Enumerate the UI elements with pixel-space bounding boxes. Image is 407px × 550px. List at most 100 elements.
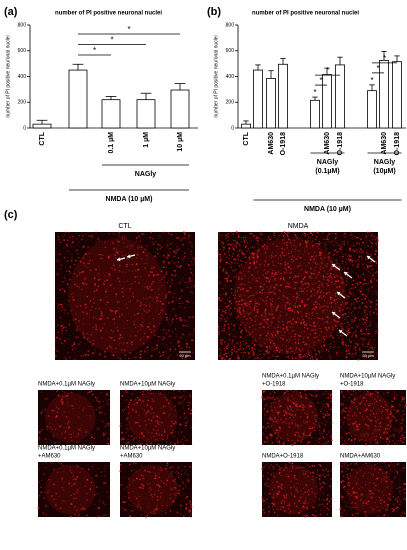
nucleus-dot <box>309 498 311 500</box>
nucleus-dot <box>302 233 304 235</box>
nucleus-dot <box>277 271 280 273</box>
nucleus-dot <box>348 345 350 347</box>
nucleus-dot <box>218 328 220 330</box>
nucleus-dot <box>222 288 224 290</box>
nucleus-dot <box>228 251 230 253</box>
nucleus-dot <box>156 415 158 418</box>
nucleus-dot <box>350 231 352 233</box>
nucleus-dot <box>143 297 145 299</box>
nucleus-dot <box>48 478 50 481</box>
nucleus-dot <box>81 468 83 470</box>
nucleus-dot <box>324 336 326 338</box>
nucleus-dot <box>73 478 76 480</box>
nucleus-dot <box>354 286 357 288</box>
nucleus-dot <box>189 396 192 398</box>
nucleus-dot <box>80 424 82 426</box>
nucleus-dot <box>53 409 56 412</box>
nucleus-dot <box>106 271 108 274</box>
nucleus-dot <box>370 246 373 248</box>
nucleus-dot <box>348 258 350 261</box>
nucleus-dot <box>92 339 95 342</box>
nucleus-dot <box>98 400 101 403</box>
nucleus-dot <box>157 484 160 487</box>
nucleus-dot <box>67 404 70 406</box>
y-axis-label: number of PI positive neuronal nuclei <box>213 35 219 117</box>
nucleus-dot <box>376 426 378 428</box>
nucleus-dot <box>303 305 306 308</box>
nucleus-dot <box>309 257 310 259</box>
nucleus-dot <box>301 301 304 303</box>
nucleus-dot <box>190 505 192 507</box>
nucleus-dot <box>313 514 316 517</box>
nucleus-dot <box>322 285 324 288</box>
nucleus-dot <box>264 259 266 262</box>
nucleus-dot <box>112 243 114 245</box>
nucleus-dot <box>286 301 289 304</box>
nucleus-dot <box>151 346 153 348</box>
nucleus-dot <box>61 287 64 290</box>
nucleus-dot <box>318 478 321 480</box>
nucleus-dot <box>280 501 283 504</box>
nucleus-dot <box>143 408 145 410</box>
nucleus-dot <box>242 308 245 310</box>
nucleus-dot <box>183 412 186 415</box>
nucleus-dot <box>355 434 357 436</box>
nucleus-dot <box>189 280 191 283</box>
nucleus-dot <box>182 280 184 282</box>
nucleus-dot <box>315 394 318 397</box>
nucleus-dot <box>224 281 226 283</box>
nucleus-dot <box>239 288 242 291</box>
nucleus-dot <box>273 332 275 334</box>
nucleus-dot <box>73 343 76 346</box>
nucleus-dot <box>277 331 279 333</box>
nucleus-dot <box>146 262 148 264</box>
nucleus-dot <box>299 483 301 485</box>
nucleus-dot <box>245 261 247 264</box>
nucleus-dot <box>148 431 150 433</box>
nucleus-dot <box>317 349 319 352</box>
nucleus-dot <box>339 425 342 428</box>
nucleus-dot <box>326 440 328 443</box>
nucleus-dot <box>353 390 355 392</box>
nucleus-dot <box>129 401 131 404</box>
nucleus-dot <box>330 439 333 442</box>
nucleus-dot <box>280 349 282 351</box>
nucleus-dot <box>88 235 90 237</box>
nucleus-dot <box>148 274 151 277</box>
nucleus-dot <box>158 472 161 474</box>
nucleus-dot <box>74 505 76 508</box>
nucleus-dot <box>352 334 354 336</box>
nucleus-dot <box>300 403 302 405</box>
nucleus-dot <box>178 423 181 426</box>
nucleus-dot <box>302 469 304 471</box>
nucleus-dot <box>192 276 194 278</box>
nucleus-dot <box>311 427 313 430</box>
nucleus-dot <box>311 354 313 356</box>
nucleus-dot <box>360 290 362 293</box>
nucleus-dot <box>304 515 307 518</box>
nucleus-dot <box>394 413 396 415</box>
nucleus-dot <box>297 311 300 314</box>
nucleus-dot <box>143 349 145 351</box>
nucleus-dot <box>356 266 358 268</box>
nucleus-dot <box>279 430 281 432</box>
bar <box>136 99 156 129</box>
nucleus-dot <box>294 474 296 476</box>
nucleus-dot <box>190 512 193 515</box>
nucleus-dot <box>217 251 220 254</box>
nucleus-dot <box>290 267 292 270</box>
nucleus-dot <box>242 310 245 312</box>
nucleus-dot <box>300 274 303 276</box>
nucleus-dot <box>218 296 220 299</box>
nucleus-dot <box>75 336 77 338</box>
nucleus-dot <box>312 358 314 360</box>
nucleus-dot <box>324 305 327 308</box>
nucleus-dot <box>106 438 108 440</box>
nucleus-dot <box>240 266 242 268</box>
nucleus-dot <box>304 393 307 395</box>
nucleus-dot <box>295 299 298 301</box>
nucleus-dot <box>320 257 322 259</box>
nucleus-dot <box>320 295 322 297</box>
nucleus-dot <box>244 311 246 313</box>
nucleus-dot <box>345 442 347 444</box>
